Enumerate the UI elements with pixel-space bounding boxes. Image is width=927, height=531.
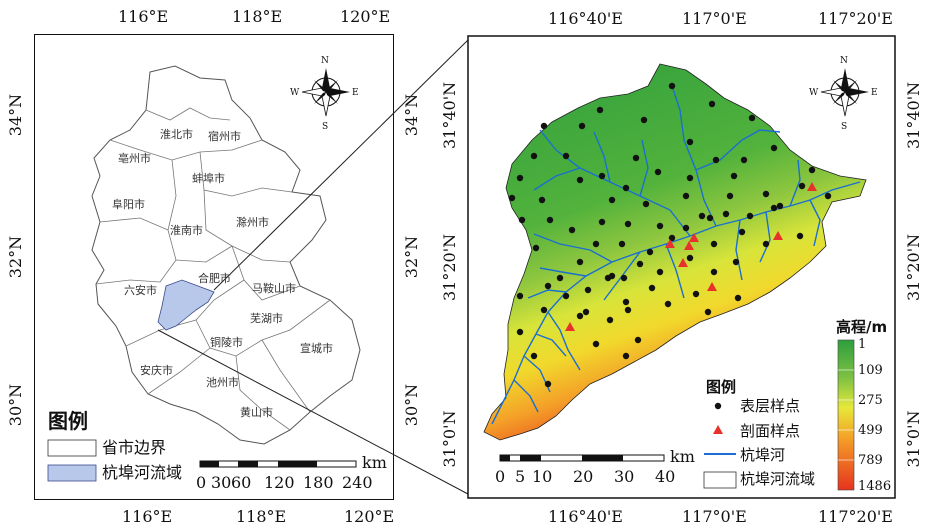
right-legend-title: 图例	[706, 378, 737, 396]
elevation-value: 275	[858, 393, 883, 408]
left-compass-s: S	[322, 122, 329, 132]
right-scale-tick: 10	[532, 467, 553, 486]
left-compass-w: W	[290, 88, 300, 98]
city-label: 马鞍山市	[252, 282, 296, 295]
left-map-frame	[34, 34, 394, 500]
connector-line-upper	[213, 39, 469, 291]
left-scale-unit: km	[362, 453, 387, 472]
elevation-value: 1486	[858, 479, 892, 494]
city-boundaries	[95, 107, 331, 431]
city-label: 滁州市	[236, 216, 269, 229]
city-label: 安庆市	[140, 364, 173, 377]
elevation-value: 789	[858, 453, 883, 468]
left-top-lon-3: 120°E	[340, 7, 391, 26]
city-label: 淮南市	[170, 224, 203, 237]
right-compass-n: N	[840, 56, 848, 66]
left-top-lon-2: 118°E	[232, 7, 283, 26]
left-bottom-lon-3: 120°E	[344, 507, 395, 526]
elevation-legend-title: 高程/m	[836, 318, 888, 336]
right-compass-icon	[820, 68, 869, 117]
left-top-lon-1: 116°E	[118, 7, 169, 26]
city-label: 阜阳市	[112, 198, 145, 211]
right-scale-bar	[499, 454, 665, 462]
right-legend-item-profile: 剖面样点	[740, 422, 801, 440]
right-top-lon-3: 117°20'E	[818, 9, 893, 28]
left-compass-e: E	[352, 88, 359, 98]
right-bottom-lon-2: 117°0'E	[682, 507, 747, 526]
right-scale-tick: 40	[655, 467, 676, 486]
right-legend-item-river: 杭埠河	[740, 446, 786, 464]
left-legend-symbols	[47, 439, 97, 482]
elevation-value: 1	[858, 337, 867, 352]
left-scale-tick: 0	[196, 473, 207, 492]
right-right-lat-1: 31°40'N	[904, 81, 923, 149]
basin-terrain	[483, 63, 867, 441]
right-right-lat-2: 31°20'N	[904, 233, 923, 301]
right-legend-symbols	[703, 402, 737, 489]
right-bottom-lon-1: 116°40'E	[548, 507, 623, 526]
left-scale-bar	[199, 460, 357, 468]
right-legend-item-basin: 杭埠河流域	[740, 470, 816, 488]
city-label: 池州市	[206, 376, 239, 389]
right-legend-item-surface: 表层样点	[740, 397, 801, 415]
left-bottom-lon-2: 118°E	[236, 507, 287, 526]
left-legend-item-boundary: 省市边界	[102, 438, 167, 457]
left-compass-n: N	[321, 56, 329, 66]
right-bottom-lon-3: 117°20'E	[818, 507, 893, 526]
city-label: 宿州市	[208, 130, 241, 143]
right-left-lat-1: 31°40'N	[440, 81, 459, 149]
left-scale-tick: 120	[264, 473, 295, 492]
left-legend-item-basin: 杭埠河流域	[102, 463, 183, 482]
city-label: 黄山市	[240, 406, 273, 419]
profile-sample-points	[565, 182, 817, 331]
connector-line-lower	[157, 329, 469, 495]
right-scale-tick: 20	[573, 467, 594, 486]
right-compass-w: W	[809, 88, 819, 98]
city-label: 合肥市	[198, 272, 231, 285]
city-label: 六安市	[124, 284, 157, 297]
right-scale-tick: 5	[515, 467, 526, 486]
left-scale-tick: 180	[303, 473, 334, 492]
city-label: 蚌埠市	[192, 172, 225, 185]
left-scale-tick: 240	[342, 473, 373, 492]
basin-highlight	[157, 279, 215, 331]
left-scale-tick: 30	[211, 473, 232, 492]
left-scale-tick: 60	[231, 473, 252, 492]
left-compass-icon	[301, 68, 350, 117]
right-scale-tick: 30	[614, 467, 635, 486]
left-bottom-lon-1: 116°E	[122, 507, 173, 526]
right-left-lat-3: 31°0'N	[440, 410, 459, 468]
right-top-lon-1: 116°40'E	[548, 9, 623, 28]
right-left-lat-2: 31°20'N	[440, 233, 459, 301]
right-compass-e: E	[871, 88, 878, 98]
city-label: 铜陵市	[210, 336, 243, 349]
right-right-lat-3: 31°0'N	[904, 410, 923, 468]
right-scale-tick: 0	[495, 467, 506, 486]
city-label: 宣城市	[300, 342, 333, 355]
right-scale-unit: km	[670, 447, 695, 466]
city-label: 亳州市	[118, 152, 151, 165]
right-top-lon-2: 117°0'E	[682, 9, 747, 28]
surface-sample-points	[508, 82, 832, 388]
elevation-value: 109	[858, 363, 883, 378]
elevation-value: 499	[858, 423, 883, 438]
city-label: 芜湖市	[250, 312, 283, 325]
right-compass-s: S	[841, 122, 848, 132]
left-legend-title: 图例	[48, 409, 88, 433]
elevation-ramp	[837, 339, 855, 491]
city-label: 淮北市	[160, 128, 193, 141]
